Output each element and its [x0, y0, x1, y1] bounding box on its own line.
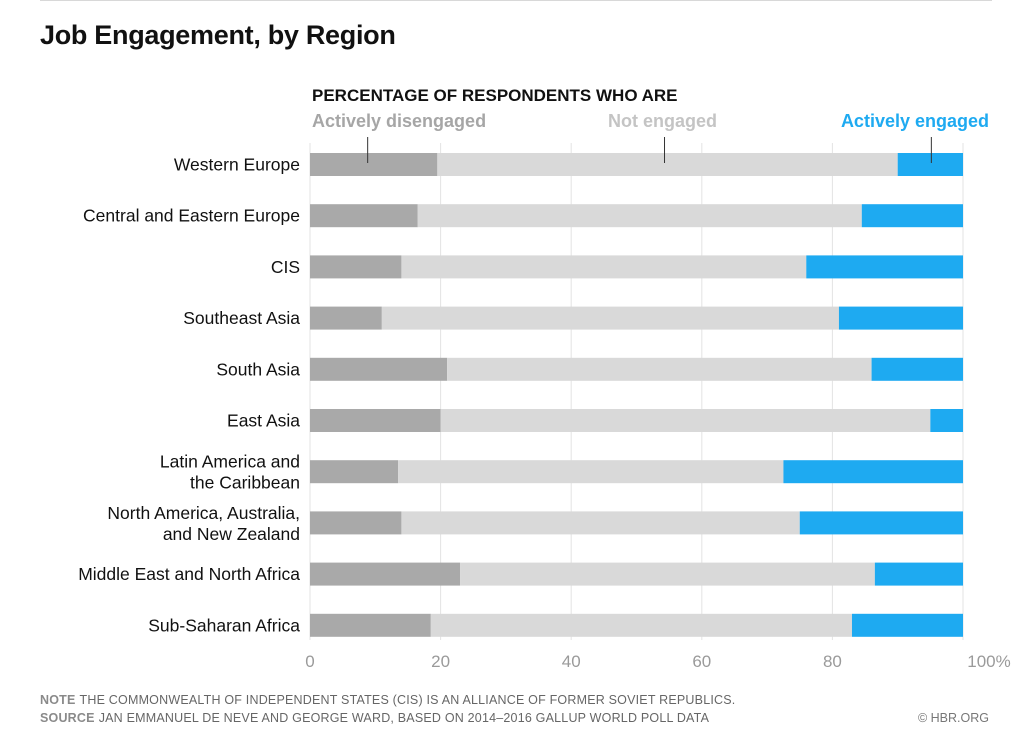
bar-segment-actively-engaged — [861, 204, 963, 228]
bar-segment-actively-engaged — [897, 153, 963, 176]
bar-segment-actively-disengaged — [310, 409, 441, 432]
bar-segment-not-engaged — [447, 357, 872, 381]
bar-segment-actively-disengaged — [310, 511, 402, 535]
legend-actively-disengaged: Actively disengaged — [312, 111, 487, 131]
top-rule — [40, 0, 992, 1]
chart-note: NOTE THE COMMONWEALTH OF INDEPENDENT STAT… — [40, 693, 735, 707]
bar-segment-actively-engaged — [783, 460, 963, 484]
category-label: Western Europe — [174, 155, 300, 175]
chart-title: Job Engagement, by Region — [40, 20, 396, 50]
bar-segment-actively-disengaged — [310, 562, 461, 586]
stacked-bar-chart: Western Europe Central and Eastern Europe… — [78, 137, 1011, 671]
category-label: Middle East and North Africa — [78, 564, 300, 584]
category-label: South Asia — [216, 359, 300, 379]
bar-segment-actively-engaged — [874, 562, 963, 586]
bar-segment-not-engaged — [430, 613, 852, 637]
bar-segment-actively-engaged — [930, 409, 963, 432]
x-tick-label: 40 — [562, 652, 581, 671]
bar-segment-actively-engaged — [806, 255, 963, 279]
source-label: SOURCE — [40, 711, 95, 725]
note-label: NOTE — [40, 693, 76, 707]
bar-segment-not-engaged — [460, 562, 875, 586]
x-tick-label: 60 — [692, 652, 711, 671]
x-tick-label: 20 — [431, 652, 450, 671]
bar-segment-not-engaged — [381, 306, 839, 330]
bar-segment-not-engaged — [401, 255, 807, 279]
bar-segment-actively-disengaged — [310, 204, 418, 228]
bar-segment-actively-engaged — [838, 306, 963, 330]
category-label: Sub-Saharan Africa — [148, 615, 300, 635]
bar-segment-actively-engaged — [799, 511, 963, 535]
bar-segment-actively-disengaged — [310, 460, 399, 484]
legend-heading: PERCENTAGE OF RESPONDENTS WHO ARE — [312, 86, 678, 105]
bar-segment-actively-disengaged — [310, 613, 431, 637]
bar-segment-actively-disengaged — [310, 306, 382, 330]
category-label: North America, Australia, and New Zealand — [107, 503, 300, 544]
bar-segment-not-engaged — [398, 460, 784, 484]
x-tick-label: 100% — [967, 652, 1010, 671]
chart-source: SOURCE JAN EMMANUEL DE NEVE AND GEORGE WA… — [40, 711, 709, 725]
bar-segment-actively-engaged — [851, 613, 963, 637]
bar-segment-not-engaged — [401, 511, 800, 535]
category-label: Central and Eastern Europe — [83, 206, 300, 226]
hbr-credit: © HBR.ORG — [917, 711, 989, 725]
bar-segment-not-engaged — [437, 153, 898, 176]
bar-segment-not-engaged — [440, 409, 931, 432]
bar-segment-actively-disengaged — [310, 255, 402, 279]
x-tick-label: 80 — [823, 652, 842, 671]
legend-not-engaged: Not engaged — [608, 111, 718, 131]
category-label: Latin America and the Caribbean — [160, 452, 300, 493]
source-text: JAN EMMANUEL DE NEVE AND GEORGE WARD, BA… — [98, 711, 710, 725]
bar-segment-not-engaged — [417, 204, 862, 228]
bar-segment-actively-engaged — [871, 357, 963, 381]
category-label: Southeast Asia — [183, 308, 300, 328]
x-tick-label: 0 — [305, 652, 314, 671]
note-text: THE COMMONWEALTH OF INDEPENDENT STATES (… — [79, 693, 736, 707]
category-label: East Asia — [227, 411, 300, 431]
bar-segment-actively-disengaged — [310, 357, 448, 381]
legend-actively-engaged: Actively engaged — [840, 111, 989, 131]
bar-segment-actively-disengaged — [310, 153, 438, 176]
category-label: CIS — [271, 257, 300, 277]
